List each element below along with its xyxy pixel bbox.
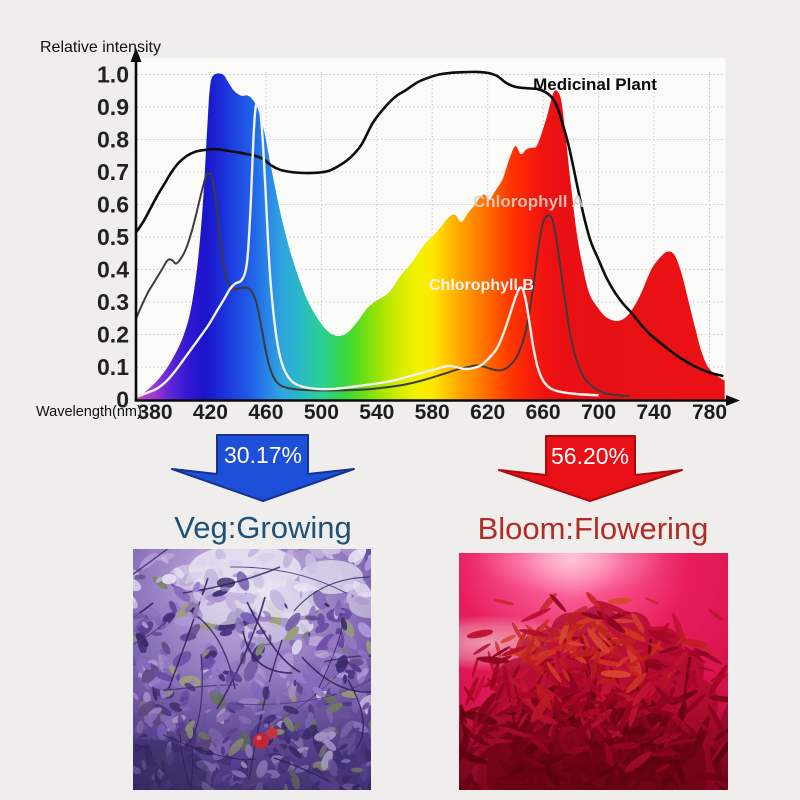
svg-text:0.3: 0.3 <box>97 289 129 315</box>
svg-text:0.6: 0.6 <box>97 192 129 218</box>
svg-text:620: 620 <box>470 401 505 424</box>
svg-text:Chlorophyll B: Chlorophyll B <box>429 277 534 294</box>
svg-text:740: 740 <box>636 401 671 424</box>
svg-text:56.20%: 56.20% <box>551 443 629 469</box>
svg-text:380: 380 <box>137 401 172 424</box>
svg-text:500: 500 <box>304 401 339 424</box>
svg-text:Relative intensity: Relative intensity <box>40 39 161 56</box>
svg-text:540: 540 <box>359 401 394 424</box>
svg-text:Veg:Growing: Veg:Growing <box>174 510 352 545</box>
svg-text:0.2: 0.2 <box>97 322 129 348</box>
svg-text:Wavelength(nm): Wavelength(nm) <box>36 404 142 420</box>
svg-text:700: 700 <box>581 401 616 424</box>
svg-text:460: 460 <box>248 401 283 424</box>
svg-text:Bloom:Flowering: Bloom:Flowering <box>478 511 709 546</box>
svg-text:780: 780 <box>692 401 727 424</box>
svg-text:1.0: 1.0 <box>97 62 129 88</box>
svg-text:0.8: 0.8 <box>97 127 129 153</box>
svg-text:0.7: 0.7 <box>97 159 129 185</box>
svg-text:Medicinal Plant: Medicinal Plant <box>533 75 657 94</box>
svg-text:0.4: 0.4 <box>97 257 129 283</box>
svg-text:0.1: 0.1 <box>97 354 129 380</box>
svg-text:420: 420 <box>193 401 228 424</box>
svg-text:30.17%: 30.17% <box>224 442 302 468</box>
svg-text:660: 660 <box>526 401 561 424</box>
svg-text:0.9: 0.9 <box>97 94 129 120</box>
svg-text:0: 0 <box>116 387 129 413</box>
svg-text:0.5: 0.5 <box>97 224 129 250</box>
svg-text:580: 580 <box>415 401 450 424</box>
svg-text:Chlorophyll A: Chlorophyll A <box>473 192 584 211</box>
